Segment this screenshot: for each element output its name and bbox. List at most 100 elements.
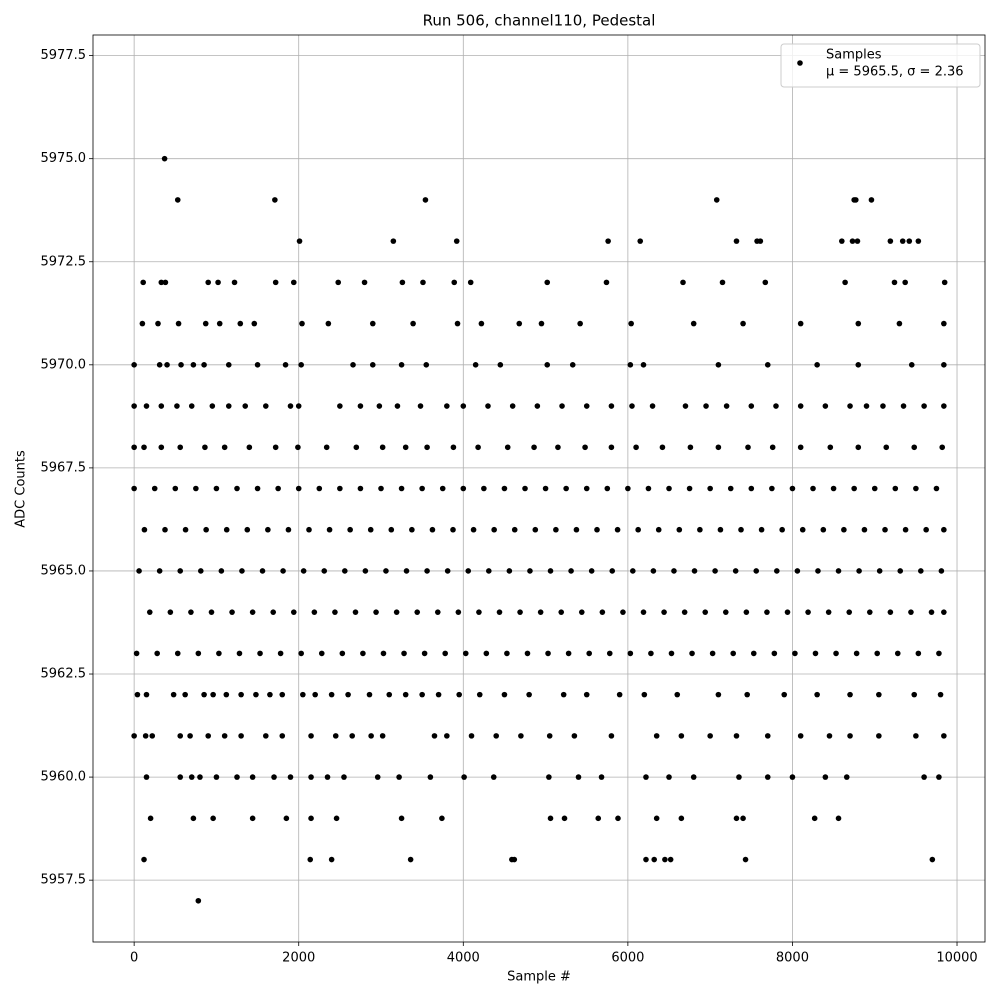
data-point [215,279,221,286]
data-point [296,238,303,244]
data-point [941,609,947,615]
data-point [333,815,340,822]
data-point [419,691,425,698]
data-point [608,733,615,739]
data-point [538,320,545,327]
data-point [727,485,734,492]
data-point [325,320,332,327]
data-point [352,609,359,615]
data-point [410,320,416,327]
data-point [913,485,919,492]
data-point [846,609,853,615]
data-point [403,568,410,574]
y-tick-label: 5965.0 [41,563,87,578]
data-point [854,238,861,244]
data-point [210,691,216,698]
data-point [815,568,821,574]
data-point [861,526,868,533]
data-point [485,403,491,409]
data-point [136,568,142,574]
data-point [422,197,429,203]
data-point [450,444,457,451]
data-point [616,691,623,698]
data-point [279,691,286,698]
data-point [162,279,169,286]
data-point [374,774,381,780]
legend-box [780,43,981,88]
y-tick-label: 5960.0 [41,770,87,785]
data-point [524,650,531,657]
data-point [887,238,894,244]
data-point [167,609,174,615]
data-point [393,609,400,615]
data-point [662,856,668,863]
data-point [483,650,490,657]
data-point [424,444,430,451]
data-point [913,733,919,739]
data-point [162,526,168,533]
data-point [361,279,368,286]
data-point [259,568,266,574]
data-point [158,403,165,409]
data-point [239,568,245,574]
data-point [847,691,853,698]
data-point [707,733,713,739]
data-point [424,568,430,574]
data-point [254,485,261,492]
data-point [781,691,788,698]
data-point [573,526,580,533]
data-point [690,774,697,780]
x-tick-label: 6000 [611,951,644,966]
data-point [205,279,212,286]
data-point [750,650,757,657]
data-point [504,650,510,657]
data-point [713,197,720,203]
data-point [740,815,746,822]
data-point [748,485,755,492]
data-point [853,650,860,657]
data-point [131,362,137,368]
data-point [263,403,269,409]
data-point [251,320,258,327]
data-point [779,526,785,533]
data-point [337,485,343,492]
data-point [417,403,424,409]
data-point [532,526,539,533]
data-point [811,815,818,822]
data-point [491,526,497,533]
data-point [468,733,475,739]
data-point [871,485,878,492]
data-point [876,568,883,574]
data-point [174,650,181,657]
data-point [390,238,397,244]
data-point [835,815,842,822]
data-point [213,774,220,780]
data-point [267,691,273,698]
data-point [629,403,635,409]
data-point [493,733,500,739]
data-point [544,362,551,368]
data-point [205,733,212,739]
data-point [908,362,915,368]
data-point [146,609,153,615]
data-point [174,197,181,203]
data-point [254,362,261,368]
data-point [928,609,935,615]
data-point [517,609,523,615]
data-point [764,362,771,368]
data-point [490,774,497,780]
data-point [863,403,870,409]
data-point [645,485,652,492]
data-point [733,815,740,822]
data-point [853,197,859,203]
data-point [810,485,816,492]
data-point [177,568,184,574]
data-point [155,320,161,327]
data-point [295,444,301,451]
data-point [651,856,658,863]
data-point [843,774,850,780]
data-point [472,362,479,368]
data-point [933,485,940,492]
data-point [349,733,356,739]
